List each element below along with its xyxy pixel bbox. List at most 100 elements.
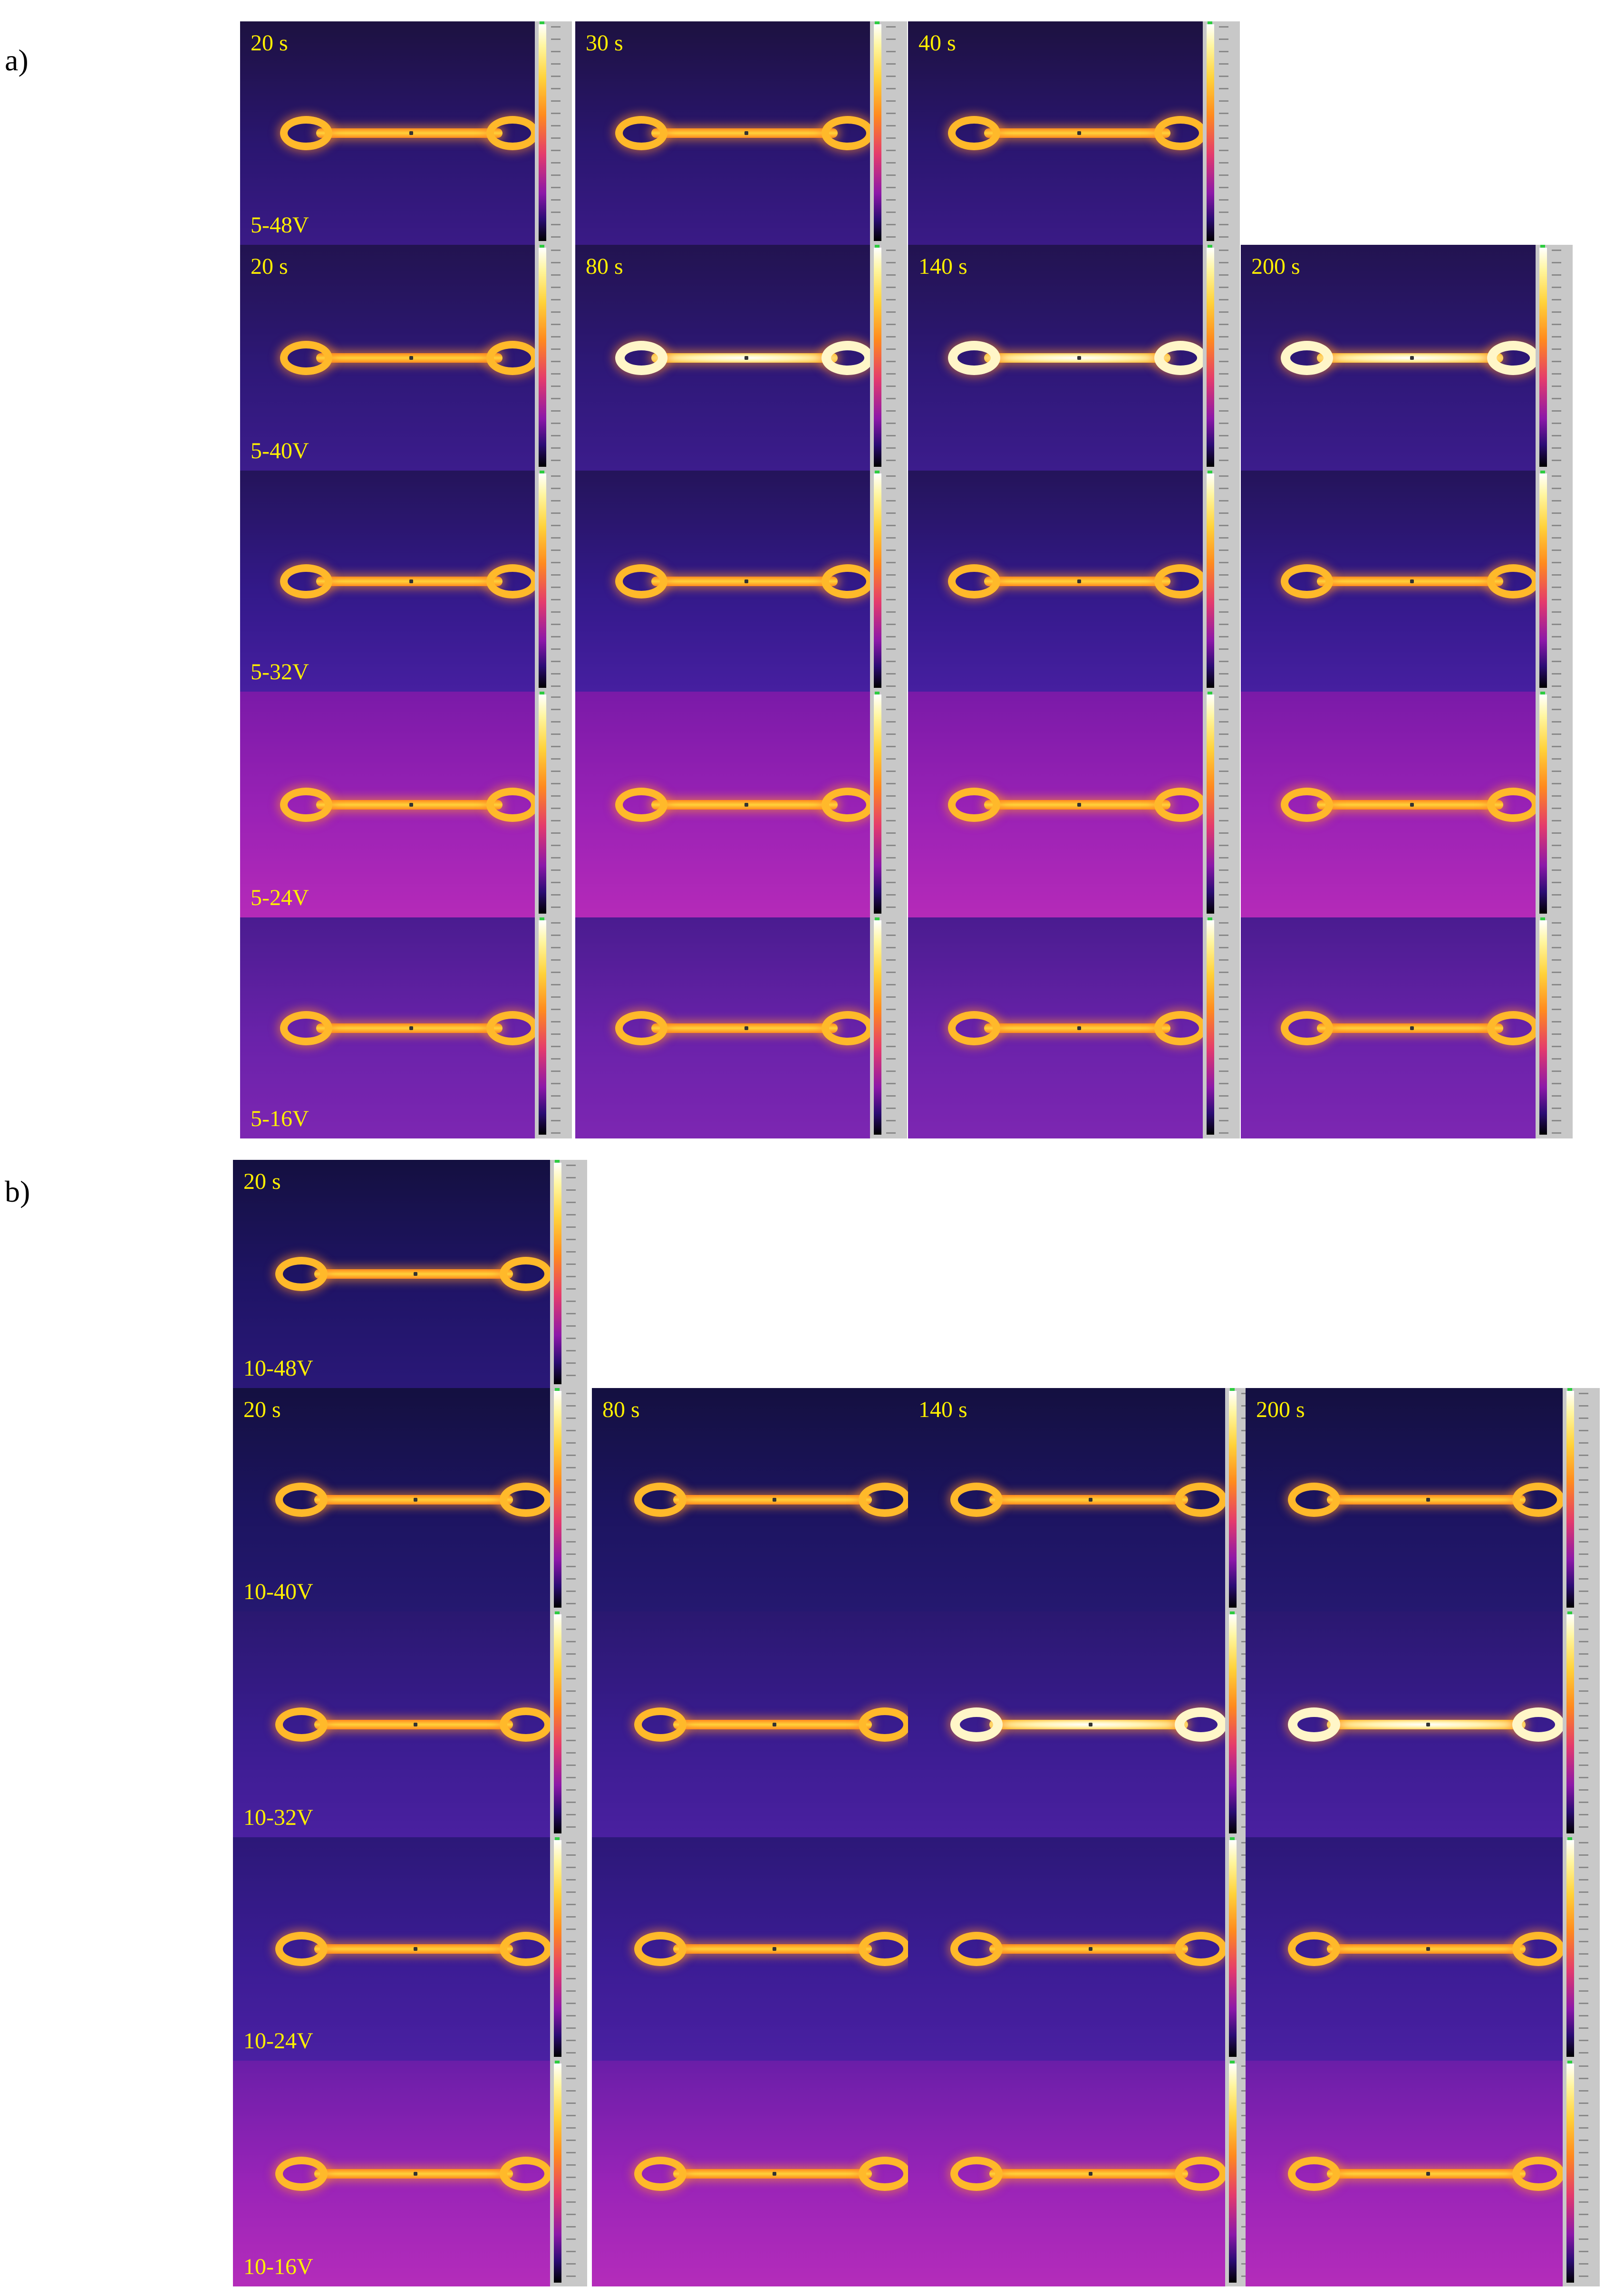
color-scale — [539, 24, 546, 241]
color-scale — [539, 248, 546, 467]
color-scale — [1207, 920, 1214, 1135]
thermal-image-tile — [575, 917, 907, 1138]
temperature-scale-bar — [535, 471, 572, 692]
thermal-image-tile: 30 s — [575, 21, 907, 245]
voltage-label: 10-40V — [243, 1579, 313, 1604]
color-scale — [1539, 920, 1547, 1135]
thermal-image-tile — [1246, 1837, 1600, 2061]
thermal-image-tile: 20 s 10-40V — [233, 1388, 587, 1611]
thermal-image-tile — [908, 471, 1240, 692]
voltage-label: 10-24V — [243, 2028, 313, 2054]
thermal-image-tile — [1241, 692, 1573, 917]
color-scale — [874, 694, 881, 914]
temperature-scale-bar — [1203, 917, 1240, 1138]
time-label: 80 s — [586, 254, 623, 279]
thermal-image-tile — [908, 1837, 1262, 2061]
temperature-scale-bar — [1203, 21, 1240, 245]
color-scale — [1207, 248, 1214, 467]
thermal-image-tile — [908, 2061, 1262, 2286]
color-scale — [1566, 2064, 1574, 2283]
temperature-scale-bar — [550, 1837, 587, 2061]
temperature-scale-bar — [535, 917, 572, 1138]
thermal-image-tile: 10-32V — [233, 1611, 587, 1837]
thermal-image-tile: 80 s — [592, 1388, 946, 1611]
thermal-image-tile — [575, 471, 907, 692]
color-scale — [554, 2064, 561, 2283]
voltage-label: 10-16V — [243, 2254, 313, 2279]
time-label: 20 s — [251, 30, 288, 56]
time-label: 140 s — [918, 1397, 967, 1422]
temperature-scale-bar — [550, 1611, 587, 1837]
thermal-image-tile: 20 s 5-48V — [240, 21, 572, 245]
color-scale — [874, 473, 881, 688]
temperature-scale-bar — [870, 471, 907, 692]
color-scale — [1539, 248, 1547, 467]
color-scale — [874, 920, 881, 1135]
temperature-scale-bar — [1536, 917, 1573, 1138]
thermal-image-tile — [908, 917, 1240, 1138]
time-label: 20 s — [243, 1169, 281, 1194]
temperature-scale-bar — [870, 692, 907, 917]
temperature-scale-bar — [550, 2061, 587, 2286]
thermal-image-tile: 200 s — [1241, 245, 1573, 471]
color-scale — [1229, 1614, 1237, 1833]
thermal-image-tile: 10-16V — [233, 2061, 587, 2286]
temperature-scale-bar — [1203, 692, 1240, 917]
temperature-scale-bar — [1203, 471, 1240, 692]
temperature-scale-bar — [870, 21, 907, 245]
thermal-image-tile: 5-16V — [240, 917, 572, 1138]
voltage-label: 5-32V — [251, 659, 309, 685]
thermal-image-tile: 140 s — [908, 1388, 1262, 1611]
time-label: 20 s — [251, 254, 288, 279]
temperature-scale-bar — [870, 245, 907, 471]
voltage-label: 5-24V — [251, 885, 309, 910]
temperature-scale-bar — [1563, 1611, 1600, 1837]
voltage-label: 10-48V — [243, 1356, 313, 1381]
color-scale — [554, 1391, 561, 1608]
color-scale — [554, 1163, 561, 1384]
color-scale — [874, 24, 881, 241]
temperature-scale-bar — [535, 21, 572, 245]
color-scale — [1539, 694, 1547, 914]
color-scale — [1207, 694, 1214, 914]
time-label: 200 s — [1256, 1397, 1305, 1422]
thermal-image-tile — [908, 692, 1240, 917]
thermal-image-tile — [1241, 917, 1573, 1138]
color-scale — [1539, 473, 1547, 688]
thermal-image-tile: 10-24V — [233, 1837, 587, 2061]
color-scale — [554, 1614, 561, 1833]
temperature-scale-bar — [550, 1160, 587, 1388]
temperature-scale-bar — [535, 692, 572, 917]
color-scale — [1207, 24, 1214, 241]
thermal-image-tile: 40 s — [908, 21, 1240, 245]
time-label: 200 s — [1251, 254, 1300, 279]
voltage-label: 5-40V — [251, 438, 309, 463]
thermal-image-tile — [1246, 2061, 1600, 2286]
time-label: 140 s — [918, 254, 967, 279]
thermal-image-tile: 20 s 5-40V — [240, 245, 572, 471]
temperature-scale-bar — [1536, 245, 1573, 471]
color-scale — [554, 1840, 561, 2057]
time-label: 30 s — [586, 30, 623, 56]
thermal-image-tile: 5-24V — [240, 692, 572, 917]
temperature-scale-bar — [1536, 471, 1573, 692]
thermal-image-tile — [908, 1611, 1262, 1837]
temperature-scale-bar — [1536, 692, 1573, 917]
color-scale — [1229, 1840, 1237, 2057]
thermal-image-tile — [1241, 471, 1573, 692]
thermal-image-tile — [592, 1837, 946, 2061]
thermal-image-tile — [592, 1611, 946, 1837]
time-label: 80 s — [602, 1397, 640, 1422]
thermal-image-tile: 5-32V — [240, 471, 572, 692]
color-scale — [1566, 1614, 1574, 1833]
temperature-scale-bar — [1563, 1837, 1600, 2061]
time-label: 20 s — [243, 1397, 281, 1422]
panel-b-label: b) — [5, 1175, 30, 1208]
voltage-label: 10-32V — [243, 1805, 313, 1830]
color-scale — [539, 920, 546, 1135]
temperature-scale-bar — [870, 917, 907, 1138]
color-scale — [1566, 1391, 1574, 1608]
thermal-image-tile: 80 s — [575, 245, 907, 471]
temperature-scale-bar — [550, 1388, 587, 1611]
thermal-image-tile — [575, 692, 907, 917]
